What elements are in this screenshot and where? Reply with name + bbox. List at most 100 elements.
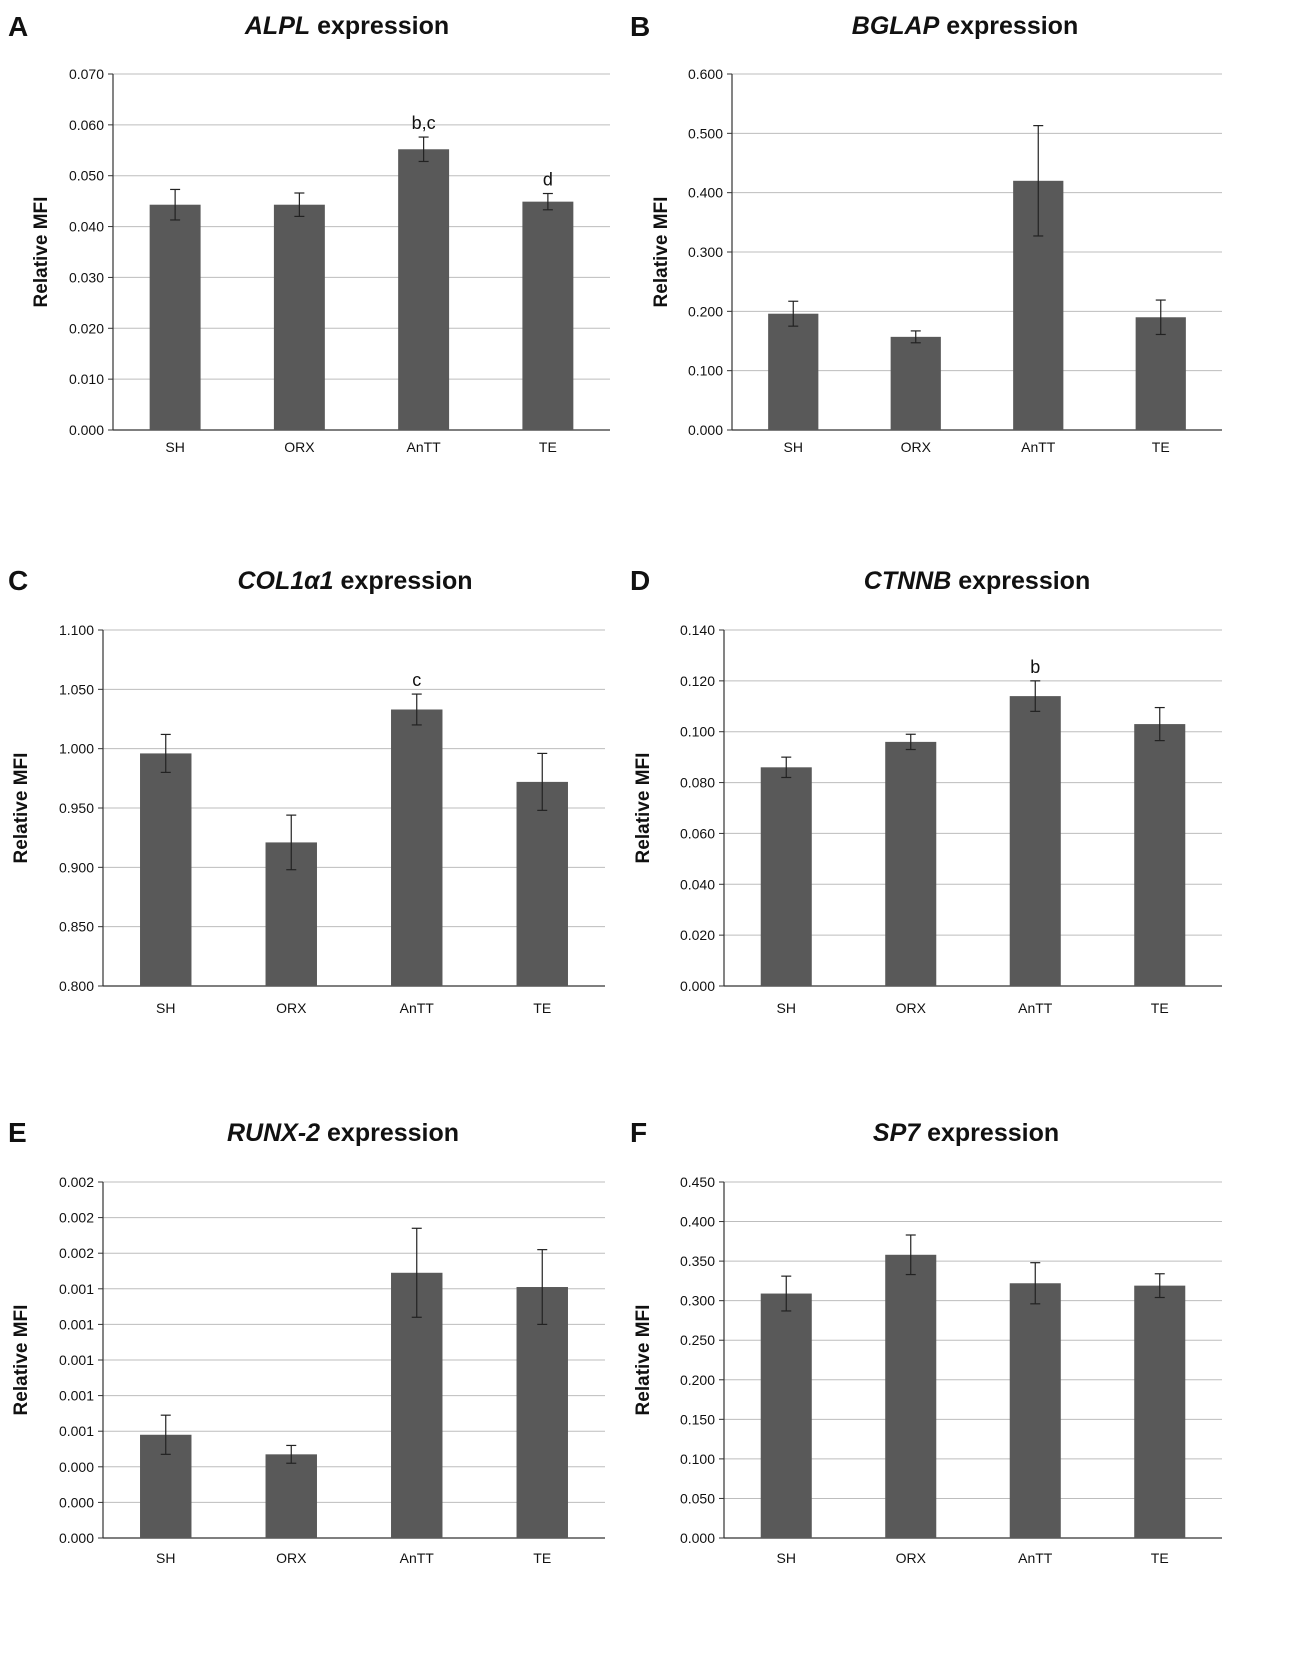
bar-sh — [149, 204, 201, 430]
chart-panel-c: C COL1α1 expression 0.800 0.850 0.900 0.950 1.… — [8, 565, 605, 1016]
chart-panel-f: F SP7 expression 0.000 0.050 0.100 0.150 0.200… — [630, 1117, 1222, 1566]
bar-te — [522, 201, 574, 430]
y-tick-label: 1.100 — [59, 622, 94, 638]
error-bar-sh — [781, 1275, 792, 1312]
x-tick-label: AnTT — [1018, 1550, 1053, 1566]
x-tick-label: SH — [156, 1000, 175, 1016]
bar-orx — [273, 204, 325, 430]
chart-title: BGLAP expression — [852, 12, 1078, 40]
y-tick-label: 0.140 — [680, 622, 715, 638]
significance-label: d — [543, 170, 553, 190]
y-tick-label: 0.030 — [69, 269, 104, 285]
chart-title: COL1α1 expression — [237, 567, 472, 595]
chart-panel-d: D CTNNB expression 0.000 0.020 0.040 0.060 0.0… — [630, 565, 1222, 1016]
x-tick-label: ORX — [896, 1000, 927, 1016]
y-tick-label: 0.050 — [680, 1490, 715, 1506]
y-axis-label: Relative MFI — [31, 197, 52, 308]
y-tick-label: 0.080 — [680, 775, 715, 791]
y-tick-label: 0.001 — [59, 1352, 94, 1368]
significance-label: c — [412, 670, 421, 690]
x-tick-label: SH — [777, 1550, 796, 1566]
x-tick-label: AnTT — [400, 1550, 435, 1566]
error-bar-antt — [418, 136, 429, 163]
error-bar-te — [1155, 299, 1166, 336]
x-tick-label: AnTT — [1021, 439, 1056, 455]
y-tick-label: 0.600 — [688, 66, 723, 82]
error-bar-sh — [160, 1414, 171, 1455]
x-tick-label: AnTT — [1018, 1000, 1053, 1016]
error-bar-sh — [781, 756, 792, 779]
y-tick-label: 0.850 — [59, 919, 94, 935]
error-bar-te — [537, 1249, 548, 1326]
x-tick-label: ORX — [901, 439, 932, 455]
error-bar-sh — [170, 188, 181, 221]
error-bar-orx — [905, 1234, 916, 1276]
x-tick-label: SH — [165, 439, 184, 455]
y-tick-label: 0.150 — [680, 1411, 715, 1427]
error-bar-orx — [905, 733, 916, 751]
title-gene: SP7 — [873, 1119, 921, 1147]
error-bar-orx — [910, 330, 921, 344]
error-bar-te — [1154, 706, 1165, 742]
x-tick-label: AnTT — [407, 439, 442, 455]
panel-letter: C — [8, 565, 28, 596]
x-tick-label: SH — [784, 439, 803, 455]
y-tick-label: 0.001 — [59, 1423, 94, 1439]
y-tick-label: 0.050 — [69, 168, 104, 184]
y-tick-label: 0.002 — [59, 1210, 94, 1226]
y-tick-label: 0.900 — [59, 859, 94, 875]
bar-orx — [265, 1454, 317, 1538]
chart-panel-b: B BGLAP expression 0.000 0.100 0.200 0.300 0.4… — [630, 11, 1222, 455]
title-suffix: expression — [334, 567, 473, 595]
y-tick-label: 0.000 — [680, 978, 715, 994]
y-tick-label: 0.010 — [69, 371, 104, 387]
bar-te — [1135, 317, 1186, 430]
y-tick-label: 1.000 — [59, 741, 94, 757]
y-tick-label: 0.400 — [688, 185, 723, 201]
y-tick-label: 0.060 — [69, 117, 104, 133]
x-tick-label: SH — [777, 1000, 796, 1016]
bar-orx — [885, 741, 937, 986]
x-tick-label: AnTT — [400, 1000, 435, 1016]
panel-letter: B — [630, 11, 650, 42]
y-tick-label: 0.100 — [680, 1451, 715, 1467]
y-tick-label: 0.002 — [59, 1174, 94, 1190]
y-tick-label: 0.450 — [680, 1174, 715, 1190]
y-axis-label: Relative MFI — [11, 1305, 32, 1416]
bar-orx — [890, 336, 941, 430]
panel-letter: F — [630, 1117, 647, 1148]
title-suffix: expression — [320, 1119, 459, 1147]
y-tick-label: 0.200 — [680, 1372, 715, 1388]
y-tick-label: 0.000 — [59, 1494, 94, 1510]
bar-antt — [1009, 1283, 1061, 1538]
chart-panel-a: A ALPL expression 0.000 0.010 0.020 0.030 0.04… — [8, 11, 610, 455]
bar-sh — [760, 1293, 812, 1538]
bar-antt — [391, 709, 443, 986]
y-axis-label: Relative MFI — [11, 753, 32, 864]
bar-antt — [398, 149, 450, 431]
error-bar-te — [542, 192, 553, 211]
y-tick-label: 0.350 — [680, 1253, 715, 1269]
y-tick-label: 0.200 — [688, 303, 723, 319]
y-axis-label: Relative MFI — [633, 753, 654, 864]
y-tick-label: 0.001 — [59, 1316, 94, 1332]
x-tick-label: ORX — [276, 1550, 307, 1566]
y-tick-label: 0.400 — [680, 1214, 715, 1230]
y-tick-label: 0.000 — [59, 1530, 94, 1546]
x-tick-label: ORX — [284, 439, 315, 455]
y-tick-label: 0.120 — [680, 673, 715, 689]
y-tick-label: 0.002 — [59, 1245, 94, 1261]
significance-label: b — [1030, 657, 1040, 677]
title-suffix: expression — [951, 567, 1090, 595]
bar-sh — [768, 313, 819, 430]
y-tick-label: 0.020 — [680, 927, 715, 943]
y-tick-label: 0.300 — [688, 244, 723, 260]
bar-sh — [140, 753, 192, 986]
y-tick-label: 0.800 — [59, 978, 94, 994]
x-tick-label: TE — [1152, 439, 1170, 455]
x-tick-label: TE — [533, 1000, 551, 1016]
bar-sh — [760, 767, 812, 986]
chart-title: RUNX-2 expression — [227, 1119, 459, 1147]
x-tick-label: SH — [156, 1550, 175, 1566]
